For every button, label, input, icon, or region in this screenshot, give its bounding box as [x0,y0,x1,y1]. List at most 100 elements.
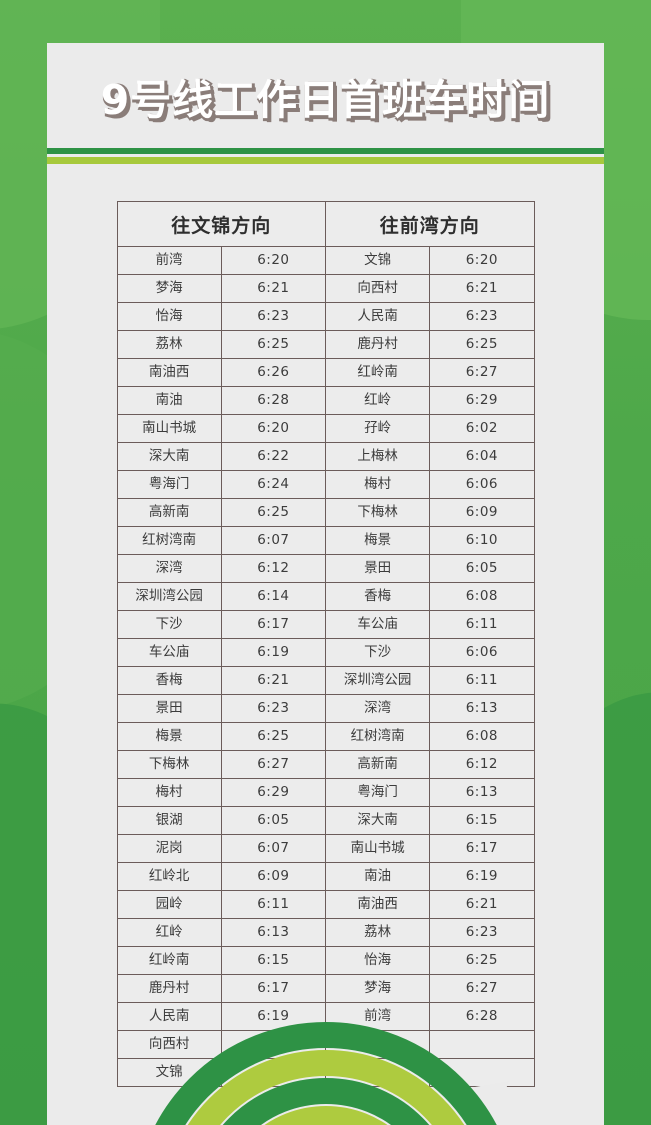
table-row: 梅景 6:25 红树湾南 6:08 [116,722,535,751]
table-cell-station: 粤海门 [116,470,222,499]
table-cell-time: 6:22 [220,442,327,471]
table-cell-station: 银湖 [116,806,222,835]
table-row: 南油西 6:26 红岭南 6:27 [116,358,535,387]
table-cell-station: 深大南 [324,806,431,835]
table-cell-time: 6:25 [220,498,327,527]
table-cell-time: 6:12 [220,554,327,583]
table-body: 前湾 6:20 文锦 6:20 梦海 6:21 向西村 6:21 怡海 6:23 人民南 6:23 荔林… [116,246,535,1087]
table-row: 深大南 6:22 上梅林 6:04 [116,442,535,471]
header-direction-qianwan: 往前湾方向 [325,201,535,247]
table-cell-time: 6:13 [429,778,535,807]
table-row: 荔林 6:25 鹿丹村 6:25 [116,330,535,359]
table-cell-station: 梅村 [116,778,222,807]
table-cell-station: 向西村 [324,274,431,303]
table-cell-station: 红岭南 [324,358,431,387]
table-row: 梦海 6:21 向西村 6:21 [116,274,535,303]
table-cell-time: 6:26 [220,358,327,387]
table-row: 园岭 6:11 南油西 6:21 [116,890,535,919]
table-cell-time: 6:24 [220,470,327,499]
table-cell-time: 6:11 [220,890,327,919]
table-row: 下沙 6:17 车公庙 6:11 [116,610,535,639]
table-cell-time: 6:19 [220,638,327,667]
table-cell-station: 下梅林 [324,498,431,527]
table-cell-time: 6:25 [220,330,327,359]
table-cell-station: 南油西 [116,358,222,387]
table-cell-time: 6:07 [220,526,327,555]
table-cell-station: 车公庙 [324,610,431,639]
table-row: 银湖 6:05 深大南 6:15 [116,806,535,835]
table-cell-time: 6:05 [220,806,327,835]
table-cell-time: 6:28 [429,1002,535,1031]
table-cell-station: 前湾 [116,246,222,275]
table-row: 怡海 6:23 人民南 6:23 [116,302,535,331]
title-area: 9号线工作日首班车时间 [47,43,604,148]
table-row: 前湾 6:20 文锦 6:20 [116,246,535,275]
table-cell-station: 深圳湾公园 [116,582,222,611]
table-row: 深湾 6:12 景田 6:05 [116,554,535,583]
table-cell-time: 6:07 [220,834,327,863]
table-row: 景田 6:23 深湾 6:13 [116,694,535,723]
table-cell-station: 怡海 [116,302,222,331]
table-cell-time: 6:08 [429,722,535,751]
table-cell-station: 梅景 [324,526,431,555]
table-cell-station: 荔林 [324,918,431,947]
table-cell-time: 6:14 [220,582,327,611]
table-cell-time: 6:17 [220,610,327,639]
table-row: 粤海门 6:24 梅村 6:06 [116,470,535,499]
table-cell-station: 鹿丹村 [116,974,222,1003]
table-cell-station: 下沙 [324,638,431,667]
concentric-arcs-with-arrow-icon [47,1015,604,1125]
table-row: 红树湾南 6:07 梅景 6:10 [116,526,535,555]
table-cell-time: 6:10 [429,526,535,555]
table-cell-station: 高新南 [324,750,431,779]
table-cell-time: 6:27 [220,750,327,779]
table-cell-time: 6:25 [429,946,535,975]
table-cell-time: 6:21 [429,890,535,919]
table-cell-station: 车公庙 [116,638,222,667]
table-row: 南山书城 6:20 孖岭 6:02 [116,414,535,443]
table-cell-station: 下沙 [116,610,222,639]
table-cell-station: 南山书城 [324,834,431,863]
table-cell-station: 孖岭 [324,414,431,443]
table-cell-station: 深大南 [116,442,222,471]
table-cell-station: 红树湾南 [116,526,222,555]
table-cell-station: 粤海门 [324,778,431,807]
table-cell-time: 6:04 [429,442,535,471]
table-cell-time: 6:29 [220,778,327,807]
table-cell-time: 6:13 [220,918,327,947]
divider-dark-green [47,148,604,154]
table-cell-time: 6:20 [429,246,535,275]
table-cell-time: 6:23 [220,694,327,723]
table-cell-station: 荔林 [116,330,222,359]
table-row: 下梅林 6:27 高新南 6:12 [116,750,535,779]
table-cell-time: 6:19 [429,862,535,891]
table-row: 红岭北 6:09 南油 6:19 [116,862,535,891]
table-cell-station: 香梅 [116,666,222,695]
table-cell-station: 上梅林 [324,442,431,471]
table-cell-time: 6:28 [220,386,327,415]
table-cell-station: 红岭北 [116,862,222,891]
table-cell-station: 红岭 [324,386,431,415]
table-cell-time: 6:15 [429,806,535,835]
table-cell-time: 6:08 [429,582,535,611]
table-cell-station: 深圳湾公园 [324,666,431,695]
table-cell-station: 南油西 [324,890,431,919]
table-cell-station: 景田 [116,694,222,723]
table-cell-station: 梅景 [116,722,222,751]
table-cell-time: 6:20 [220,414,327,443]
table-cell-time: 6:13 [429,694,535,723]
table-cell-station: 鹿丹村 [324,330,431,359]
table-cell-station: 深湾 [324,694,431,723]
table-cell-station: 高新南 [116,498,222,527]
table-cell-time: 6:06 [429,470,535,499]
table-cell-time: 6:23 [220,302,327,331]
table-cell-station: 南油 [324,862,431,891]
table-cell-station: 红树湾南 [324,722,431,751]
table-cell-time: 6:09 [220,862,327,891]
table-cell-time: 6:23 [429,302,535,331]
table-cell-time: 6:27 [429,974,535,1003]
table-cell-time: 6:09 [429,498,535,527]
table-cell-station: 红岭 [116,918,222,947]
page-title: 9号线工作日首班车时间 [100,75,551,124]
divider-gap [47,154,604,157]
